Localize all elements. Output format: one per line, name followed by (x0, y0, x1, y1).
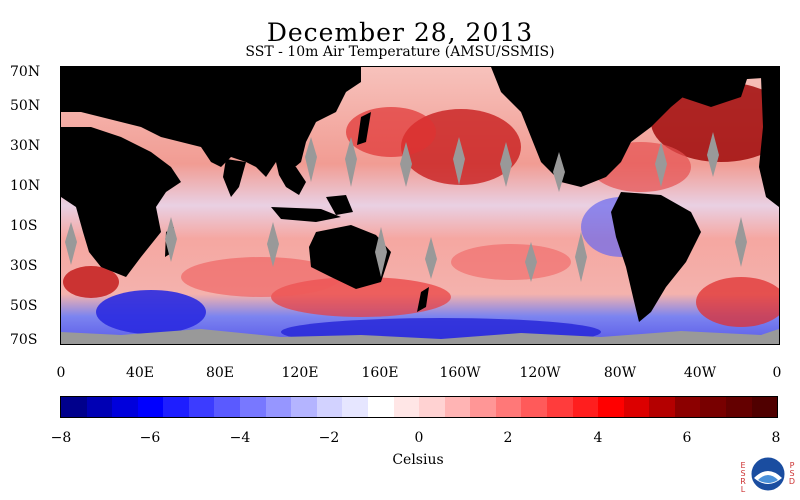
colorbar-swatch (112, 397, 138, 417)
benguela-warm-anomaly (63, 266, 119, 298)
antarctic-sea-ice (61, 329, 779, 344)
map-subtitle: SST - 10m Air Temperature (AMSU/SSMIS) (245, 44, 555, 60)
units-label: Celsius (392, 452, 444, 468)
map-graphic (61, 67, 779, 344)
lon-label-40w: 40W (683, 365, 717, 381)
colorbar-swatch (393, 397, 420, 417)
lat-label-50s: 50S (10, 298, 38, 314)
lat-label-70n: 70N (10, 64, 41, 80)
japan (357, 112, 371, 145)
lon-label-120w: 120W (519, 365, 561, 381)
lat-label-10s: 10S (10, 218, 38, 234)
lon-label-80e: 80E (205, 365, 235, 381)
colorbar-swatch (700, 397, 727, 417)
colorbar-swatch (137, 397, 164, 417)
lat-label-10n: 10N (10, 178, 41, 194)
land-masses (61, 67, 779, 322)
colorbar-tick-label: 2 (503, 430, 513, 446)
europe-west-africa (759, 77, 779, 207)
lon-label-120e: 120E (281, 365, 319, 381)
colorbar-swatch (342, 397, 368, 417)
lat-label-30n: 30N (10, 138, 41, 154)
colorbar-swatch (419, 397, 445, 417)
colorbar-tick-label: 6 (682, 430, 692, 446)
colorbar-swatch (572, 397, 599, 417)
north-america (491, 67, 779, 187)
colorbar-swatch (163, 397, 189, 417)
lon-label-0-left: 0 (56, 365, 66, 381)
colorbar-tick-label: −4 (229, 430, 251, 446)
colorbar-swatch (214, 397, 241, 417)
greenland (661, 67, 751, 107)
colorbar-swatch (470, 397, 496, 417)
colorbar-swatch (521, 397, 547, 417)
lon-label-0-right: 0 (772, 365, 782, 381)
sst-anomaly-map (60, 66, 780, 345)
colorbar-swatch (495, 397, 522, 417)
australia (309, 225, 391, 289)
colorbar-swatch (726, 397, 752, 417)
india (223, 159, 246, 197)
colorbar-swatch (367, 397, 394, 417)
borneo (326, 195, 353, 215)
colorbar-swatch (86, 397, 113, 417)
lon-label-80w: 80W (603, 365, 637, 381)
eurasia (61, 67, 361, 177)
colorbar-tick-label: 0 (414, 430, 424, 446)
colorbar-swatch (649, 397, 675, 417)
southeast-asia (276, 162, 306, 195)
lat-label-30s: 30S (10, 258, 38, 274)
lat-label-70s: 70S (10, 332, 38, 348)
colorbar-swatch (623, 397, 650, 417)
map-title: December 28, 2013 (266, 18, 534, 47)
colorbar-swatch (240, 397, 266, 417)
lat-label-50n: 50N (10, 98, 41, 114)
south-america (611, 192, 701, 322)
colorbar-swatch (188, 397, 215, 417)
south-pacific-warm-anomaly (451, 244, 571, 280)
colorbar-swatch (546, 397, 573, 417)
colorbar-swatch (674, 397, 701, 417)
satellite-gaps (65, 132, 747, 282)
new-zealand (417, 287, 429, 312)
south-atlantic-warm-anomaly (696, 277, 779, 327)
colorbar-swatch (61, 397, 87, 417)
africa (61, 127, 181, 277)
north-atlantic-warm-anomaly (651, 82, 779, 162)
lon-label-40e: 40E (125, 365, 155, 381)
colorbar-swatch (444, 397, 471, 417)
colorbar-tick-label: −2 (318, 430, 340, 446)
colorbar-tick-label: 4 (593, 430, 603, 446)
lon-label-160w: 160W (439, 365, 481, 381)
south-indian-warm-anomaly (181, 257, 341, 297)
color-scale-bar (60, 396, 778, 418)
lon-label-160e: 160E (361, 365, 399, 381)
indonesia (271, 207, 341, 222)
colorbar-swatch (751, 397, 778, 417)
colorbar-swatch (291, 397, 317, 417)
colorbar-swatch (598, 397, 624, 417)
colorbar-swatch (316, 397, 343, 417)
colorbar-tick-label: −8 (50, 430, 72, 446)
colorbar-tick-label: −6 (139, 430, 161, 446)
noaa-logo (750, 456, 786, 492)
colorbar-tick-label: 8 (771, 430, 781, 446)
colorbar-swatch (265, 397, 292, 417)
southern-indian-cold-anomaly (96, 290, 206, 334)
